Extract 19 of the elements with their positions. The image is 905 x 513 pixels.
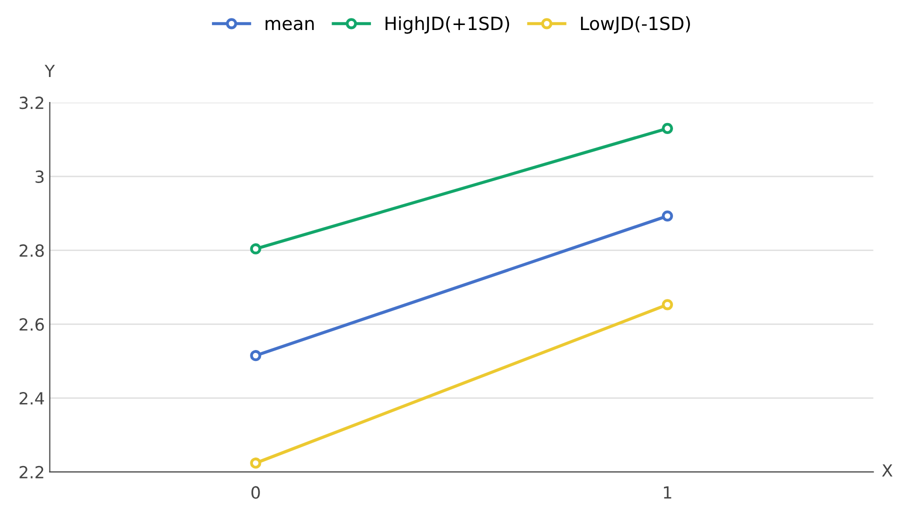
point [250,458,262,469]
point [662,299,673,310]
y-axis-title: Y [44,64,55,77]
y-tick-label: 2.6 [20,318,44,331]
legend-label: HighJD(+1SD) [386,16,510,34]
y-tick-label: 2.2 [20,466,44,478]
legend-label: LowJD(-1SD) [581,16,690,34]
x-tick-label: 0 [251,486,260,499]
y-tick-label: 3.2 [20,96,44,110]
y-tick-label: 3 [36,170,44,184]
legend-label: mean [266,20,314,30]
point [662,210,673,222]
x-tick-label: 1 [664,486,672,499]
point [250,350,262,362]
point [250,243,262,254]
x-axis-title: X [882,464,892,477]
point [662,122,673,134]
y-tick-label: 2.4 [20,392,44,404]
y-tick-label: 2.8 [20,244,44,257]
